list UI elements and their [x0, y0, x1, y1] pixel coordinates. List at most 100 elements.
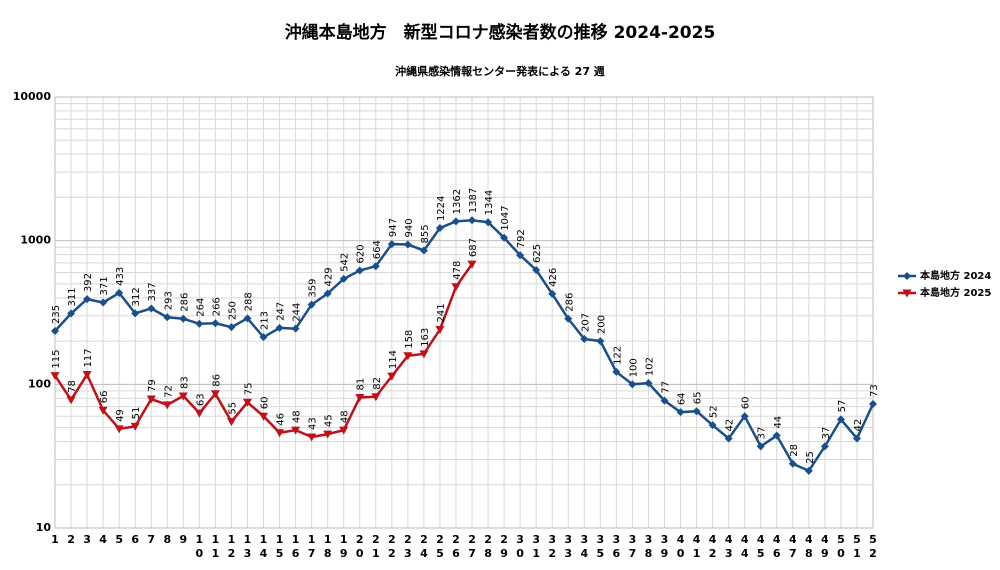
point — [51, 327, 59, 336]
data-label: 625 — [532, 244, 543, 263]
data-label: 288 — [243, 292, 254, 311]
point — [323, 289, 332, 298]
point — [435, 224, 444, 233]
data-label: 213 — [260, 311, 271, 330]
data-label: 426 — [548, 268, 559, 287]
point — [227, 323, 236, 332]
data-label: 286 — [564, 293, 575, 312]
data-label: 250 — [227, 301, 238, 320]
data-label: 48 — [340, 410, 351, 423]
x-tick-label: 3 — [83, 533, 91, 546]
x-tick-label: 4 — [99, 533, 107, 546]
point — [403, 352, 413, 361]
point — [66, 396, 76, 405]
point — [275, 323, 284, 332]
point — [548, 289, 557, 298]
data-label: 51 — [131, 407, 142, 420]
point — [903, 272, 911, 280]
point — [724, 434, 733, 443]
data-label: 478 — [452, 261, 463, 280]
data-label: 163 — [420, 328, 431, 347]
data-label: 83 — [179, 376, 190, 389]
point — [516, 251, 525, 260]
data-label: 266 — [211, 297, 222, 316]
data-label: 46 — [276, 413, 287, 426]
point — [902, 289, 912, 298]
point — [644, 379, 653, 388]
data-label: 49 — [115, 409, 126, 422]
data-label: 114 — [388, 350, 399, 369]
point — [178, 392, 188, 401]
data-label: 687 — [468, 238, 479, 257]
point — [162, 401, 172, 410]
point — [387, 240, 396, 249]
data-label: 42 — [725, 419, 736, 432]
point — [451, 217, 460, 226]
point — [115, 288, 124, 297]
data-label: 244 — [292, 303, 303, 322]
point — [259, 412, 269, 421]
point — [532, 265, 541, 274]
data-label: 73 — [869, 384, 880, 397]
point — [146, 395, 156, 404]
point — [419, 246, 428, 255]
point — [387, 372, 397, 381]
data-label: 82 — [372, 377, 383, 390]
x-tick-label: 6 — [131, 533, 139, 546]
data-label: 1344 — [484, 190, 495, 215]
chart-title: 沖縄本島地方 新型コロナ感染者数の推移 2024-2025 — [285, 22, 716, 43]
data-label: 81 — [356, 378, 367, 391]
point — [291, 324, 300, 333]
data-label: 241 — [436, 303, 447, 322]
point — [355, 393, 365, 402]
point — [194, 409, 204, 418]
point — [114, 425, 124, 434]
point — [708, 421, 717, 430]
data-label: 117 — [83, 348, 94, 367]
data-label: 947 — [388, 218, 399, 237]
point — [740, 412, 749, 421]
point — [852, 434, 861, 443]
point — [243, 314, 252, 323]
data-label: 122 — [612, 346, 623, 365]
y-tick-label: 10 — [36, 521, 52, 534]
point — [226, 418, 236, 427]
x-tick-label: 7 — [147, 533, 155, 546]
point — [660, 396, 669, 405]
data-label: 371 — [99, 276, 110, 295]
legend-label: 本島地方 2024 — [920, 269, 991, 282]
point — [419, 350, 429, 359]
data-label: 63 — [195, 393, 206, 406]
point — [692, 407, 701, 416]
data-label: 60 — [260, 396, 271, 409]
x-tick-label: 5 — [115, 533, 123, 546]
point — [788, 459, 797, 468]
data-label: 207 — [580, 313, 591, 332]
point — [130, 422, 140, 431]
data-label: 64 — [677, 392, 688, 405]
data-label: 42 — [853, 419, 864, 432]
point — [98, 406, 108, 415]
data-label: 433 — [115, 267, 126, 286]
point — [147, 304, 156, 313]
point — [564, 314, 573, 323]
